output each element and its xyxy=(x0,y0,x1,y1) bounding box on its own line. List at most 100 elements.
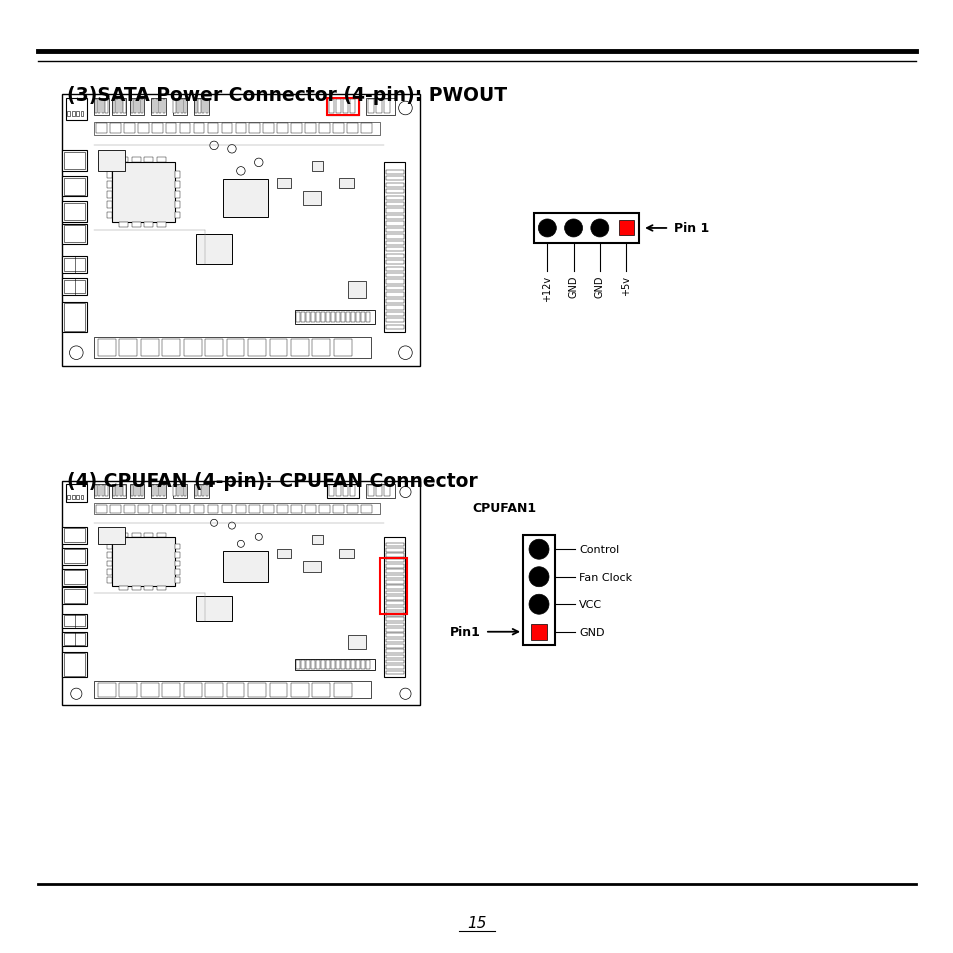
Bar xyxy=(179,505,191,514)
Bar xyxy=(180,100,183,114)
Bar xyxy=(152,484,166,498)
Bar xyxy=(155,100,157,114)
Bar xyxy=(312,161,323,172)
Bar xyxy=(250,505,260,514)
Circle shape xyxy=(398,102,412,115)
Bar xyxy=(385,190,403,194)
Bar xyxy=(156,158,166,163)
Bar xyxy=(235,124,246,134)
Circle shape xyxy=(70,102,83,115)
Bar xyxy=(62,615,87,628)
Bar xyxy=(385,623,403,626)
Bar xyxy=(62,570,87,586)
Bar xyxy=(94,484,109,498)
Bar xyxy=(226,682,244,697)
Bar xyxy=(385,261,403,265)
Bar xyxy=(194,99,209,115)
Bar xyxy=(94,338,371,358)
Bar xyxy=(303,193,321,206)
Bar xyxy=(311,313,314,323)
Bar xyxy=(385,235,403,239)
Bar xyxy=(319,124,330,134)
Bar xyxy=(360,124,372,134)
Bar xyxy=(250,124,260,134)
Bar xyxy=(152,124,162,134)
Bar xyxy=(193,124,204,134)
Bar xyxy=(385,591,403,595)
Bar xyxy=(312,536,323,544)
Bar xyxy=(112,163,174,223)
Bar xyxy=(76,496,79,499)
Bar xyxy=(223,180,268,217)
Bar xyxy=(291,682,309,697)
Bar xyxy=(328,485,334,497)
Bar xyxy=(112,100,114,114)
Bar xyxy=(248,340,266,356)
Bar xyxy=(62,548,87,565)
Bar xyxy=(196,234,232,265)
Bar xyxy=(385,229,403,233)
Bar xyxy=(107,193,112,199)
Bar xyxy=(107,553,112,558)
Bar xyxy=(385,294,403,297)
Bar xyxy=(342,485,348,497)
Bar xyxy=(131,485,132,497)
Bar xyxy=(383,100,390,114)
Text: +5v: +5v xyxy=(620,275,631,295)
Bar xyxy=(385,634,403,638)
Bar xyxy=(385,177,403,181)
Bar xyxy=(385,280,403,284)
Circle shape xyxy=(237,540,244,548)
Bar xyxy=(202,485,204,497)
Bar xyxy=(173,485,175,497)
Bar xyxy=(248,682,266,697)
Bar xyxy=(375,485,382,497)
Bar xyxy=(64,304,85,332)
Bar xyxy=(301,313,305,323)
Text: GND: GND xyxy=(595,275,604,298)
Bar xyxy=(174,544,180,550)
Bar xyxy=(159,100,161,114)
Bar xyxy=(144,223,153,228)
Bar xyxy=(68,496,70,499)
Bar xyxy=(335,485,341,497)
Circle shape xyxy=(529,539,548,559)
Bar xyxy=(106,100,108,114)
Bar xyxy=(534,213,639,244)
Bar xyxy=(62,224,87,245)
Bar xyxy=(333,124,343,134)
Text: (4) CPUFAN (4-pin): CPUFAN Connector: (4) CPUFAN (4-pin): CPUFAN Connector xyxy=(67,472,477,491)
Circle shape xyxy=(228,522,235,530)
Bar xyxy=(64,654,85,676)
Bar xyxy=(137,505,149,514)
Text: (3)SATA Power Connector (4-pin): PWOUT: (3)SATA Power Connector (4-pin): PWOUT xyxy=(67,86,506,105)
Bar xyxy=(119,158,128,163)
Bar xyxy=(334,682,352,697)
Bar xyxy=(385,319,403,323)
Bar xyxy=(62,652,87,678)
Bar xyxy=(156,586,166,591)
Bar xyxy=(174,172,180,178)
Bar xyxy=(206,100,208,114)
Bar xyxy=(385,306,403,311)
Bar xyxy=(64,616,85,627)
Bar xyxy=(366,99,395,115)
Bar xyxy=(94,504,380,515)
Bar xyxy=(223,551,268,582)
Bar xyxy=(385,639,403,642)
Bar xyxy=(166,505,176,514)
Bar xyxy=(347,505,357,514)
Bar xyxy=(385,267,403,272)
Bar xyxy=(385,254,403,258)
Bar xyxy=(144,586,153,591)
Bar xyxy=(107,570,112,575)
Bar xyxy=(131,100,132,114)
Bar xyxy=(385,650,403,653)
Text: Fan Clock: Fan Clock xyxy=(578,572,632,582)
Bar xyxy=(198,485,200,497)
Bar xyxy=(64,258,85,272)
Bar xyxy=(107,544,112,550)
Circle shape xyxy=(398,347,412,360)
Bar xyxy=(361,660,365,669)
Bar xyxy=(294,311,375,324)
